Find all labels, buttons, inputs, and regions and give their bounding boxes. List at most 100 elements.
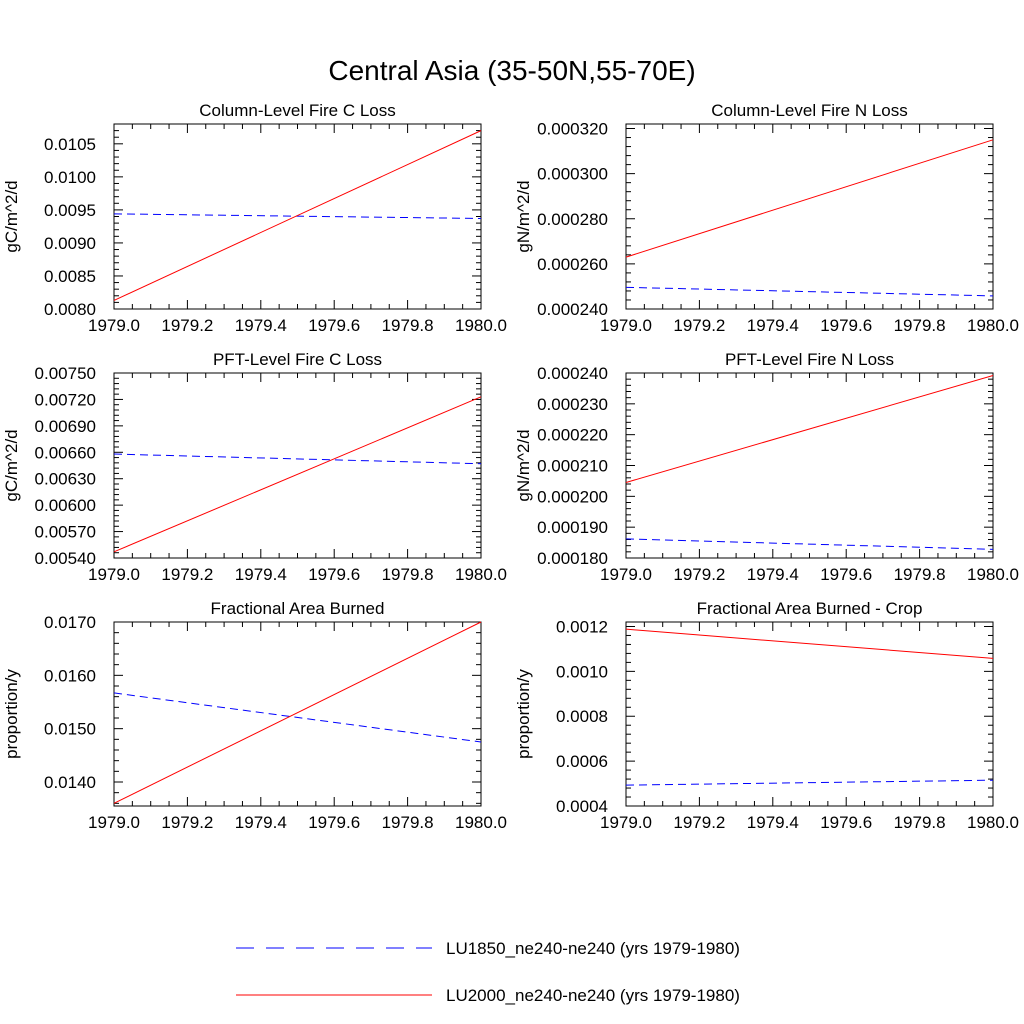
series-line-lu1850	[113, 213, 482, 219]
x-tick-label: 1979.0	[88, 316, 140, 335]
panel-fractional-area-burned-crop: Fractional Area Burned - Crop proportion/…	[514, 599, 1019, 832]
x-tick-label: 1979.8	[382, 813, 434, 832]
x-tick-label: 1979.2	[161, 565, 213, 584]
y-tick-label: 0.000280	[537, 210, 608, 229]
x-tick-label: 1979.0	[88, 565, 140, 584]
y-tick-label: 0.000240	[537, 300, 608, 319]
y-tick-label: 0.000230	[537, 395, 608, 414]
x-tick-label: 1979.4	[747, 813, 799, 832]
x-tick-label: 1979.4	[747, 565, 799, 584]
x-tick-label: 1979.8	[894, 565, 946, 584]
y-tick-label: 0.00720	[35, 390, 96, 409]
series-line-lu1850	[113, 453, 482, 465]
y-axis-label: gC/m^2/d	[2, 180, 21, 252]
x-tick-label: 1979.2	[673, 565, 725, 584]
y-tick-label: 0.000190	[537, 518, 608, 537]
x-tick-label: 1979.8	[894, 316, 946, 335]
y-tick-label: 0.00630	[35, 470, 96, 489]
x-tick-label: 1980.0	[455, 565, 507, 584]
x-tick-label: 1979.6	[308, 565, 360, 584]
x-tick-label: 1980.0	[967, 813, 1019, 832]
x-tick-label: 1979.6	[308, 813, 360, 832]
x-tick-label: 1980.0	[455, 813, 507, 832]
y-tick-label: 0.00660	[35, 443, 96, 462]
legend-label-lu1850: LU1850_ne240-ne240 (yrs 1979-1980)	[446, 939, 740, 958]
plot-frame	[625, 621, 994, 807]
legend-label-lu2000: LU2000_ne240-ne240 (yrs 1979-1980)	[446, 986, 740, 1005]
panel-title: Fractional Area Burned - Crop	[697, 599, 923, 618]
y-tick-label: 0.0160	[44, 666, 96, 685]
x-tick-label: 1979.0	[600, 316, 652, 335]
x-tick-label: 1979.6	[308, 316, 360, 335]
y-tick-label: 0.0004	[556, 797, 608, 816]
y-tick-label: 0.00570	[35, 523, 96, 542]
series-line-lu1850	[625, 538, 994, 550]
x-tick-label: 1980.0	[455, 316, 507, 335]
x-tick-label: 1979.0	[600, 813, 652, 832]
legend: LU1850_ne240-ne240 (yrs 1979-1980) LU200…	[236, 939, 740, 1005]
y-tick-label: 0.00750	[35, 364, 96, 383]
y-tick-label: 0.000260	[537, 255, 608, 274]
panels: Column-Level Fire C Loss gC/m^2/d 1979.0 19…	[2, 101, 1019, 832]
series-line-lu2000	[625, 628, 994, 659]
y-tick-label: 0.0006	[556, 752, 608, 771]
y-tick-label: 0.0012	[556, 617, 608, 636]
x-tick-label: 1979.2	[673, 813, 725, 832]
panel-column-level-fire-c-loss: Column-Level Fire C Loss gC/m^2/d 1979.0 19…	[2, 101, 507, 335]
series-line-lu2000	[113, 130, 482, 301]
y-axis-label: gC/m^2/d	[2, 429, 21, 501]
panel-title: Column-Level Fire N Loss	[711, 101, 908, 120]
y-tick-label: 0.000180	[537, 549, 608, 568]
x-tick-label: 1979.4	[747, 316, 799, 335]
y-tick-label: 0.00690	[35, 417, 96, 436]
y-tick-label: 0.0090	[44, 234, 96, 253]
x-tick-label: 1979.2	[161, 316, 213, 335]
x-tick-label: 1979.4	[235, 813, 287, 832]
panel-column-level-fire-n-loss: Column-Level Fire N Loss gN/m^2/d 1979.0 19…	[514, 101, 1019, 335]
figure-title: Central Asia (35-50N,55-70E)	[328, 55, 695, 86]
x-tick-label: 1979.4	[235, 316, 287, 335]
y-tick-label: 0.000200	[537, 487, 608, 506]
plot-frame	[625, 123, 994, 310]
panel-pft-level-fire-c-loss: PFT-Level Fire C Loss gC/m^2/d 1979.0 1979.…	[2, 350, 507, 584]
panel-fractional-area-burned: Fractional Area Burned proportion/y 1979.0…	[2, 599, 507, 832]
x-tick-label: 1979.8	[894, 813, 946, 832]
panel-title: Fractional Area Burned	[211, 599, 385, 618]
y-tick-label: 0.00540	[35, 549, 96, 568]
plot-frame	[113, 372, 482, 559]
y-tick-label: 0.0095	[44, 201, 96, 220]
x-tick-label: 1979.6	[820, 316, 872, 335]
plot-frame	[625, 372, 994, 559]
x-tick-label: 1980.0	[967, 565, 1019, 584]
panel-title: PFT-Level Fire C Loss	[213, 350, 382, 369]
y-tick-label: 0.00600	[35, 496, 96, 515]
y-tick-label: 0.0010	[556, 662, 608, 681]
x-tick-label: 1979.6	[820, 565, 872, 584]
y-tick-label: 0.0105	[44, 135, 96, 154]
y-axis-label: proportion/y	[514, 669, 533, 759]
x-tick-label: 1980.0	[967, 316, 1019, 335]
y-tick-label: 0.0170	[44, 613, 96, 632]
y-tick-label: 0.000240	[537, 364, 608, 383]
panel-pft-level-fire-n-loss: PFT-Level Fire N Loss gN/m^2/d 1979.0 1979.…	[514, 350, 1019, 584]
x-tick-label: 1979.6	[820, 813, 872, 832]
x-tick-label: 1979.8	[382, 565, 434, 584]
y-tick-label: 0.0150	[44, 720, 96, 739]
x-tick-label: 1979.2	[161, 813, 213, 832]
x-tick-label: 1979.4	[235, 565, 287, 584]
y-tick-label: 0.0008	[556, 707, 608, 726]
y-axis-label: gN/m^2/d	[514, 180, 533, 252]
x-tick-label: 1979.0	[600, 565, 652, 584]
series-line-lu1850	[625, 779, 994, 786]
y-tick-label: 0.0140	[44, 773, 96, 792]
y-tick-label: 0.000210	[537, 457, 608, 476]
panel-title: Column-Level Fire C Loss	[199, 101, 396, 120]
y-tick-label: 0.000220	[537, 426, 608, 445]
series-line-lu2000	[625, 374, 994, 483]
x-tick-label: 1979.0	[88, 813, 140, 832]
x-tick-label: 1979.8	[382, 316, 434, 335]
y-tick-label: 0.0080	[44, 300, 96, 319]
series-line-lu1850	[625, 286, 994, 297]
y-axis-label: proportion/y	[2, 669, 21, 759]
